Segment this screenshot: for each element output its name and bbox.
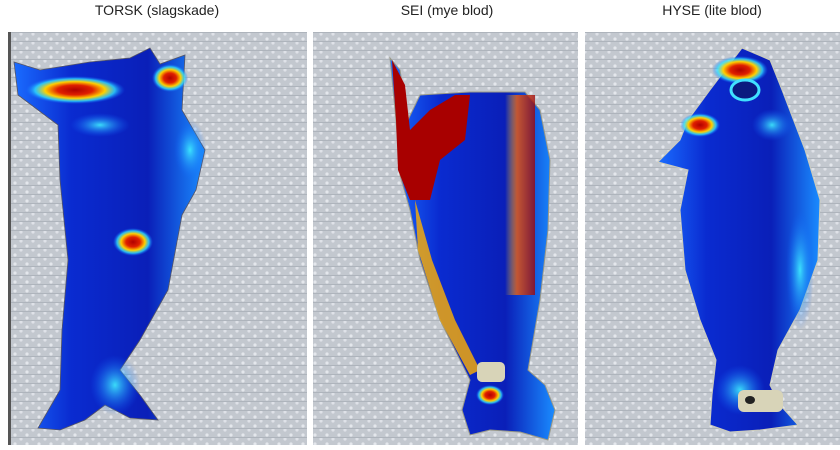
panel-image (8, 32, 307, 445)
panel-label: TORSK (slagskade) (95, 2, 219, 18)
panel-label: SEI (mye blod) (401, 2, 494, 18)
panel-image (313, 32, 578, 445)
panel-label: HYSE (lite blod) (662, 2, 762, 18)
panel-image (585, 32, 840, 445)
